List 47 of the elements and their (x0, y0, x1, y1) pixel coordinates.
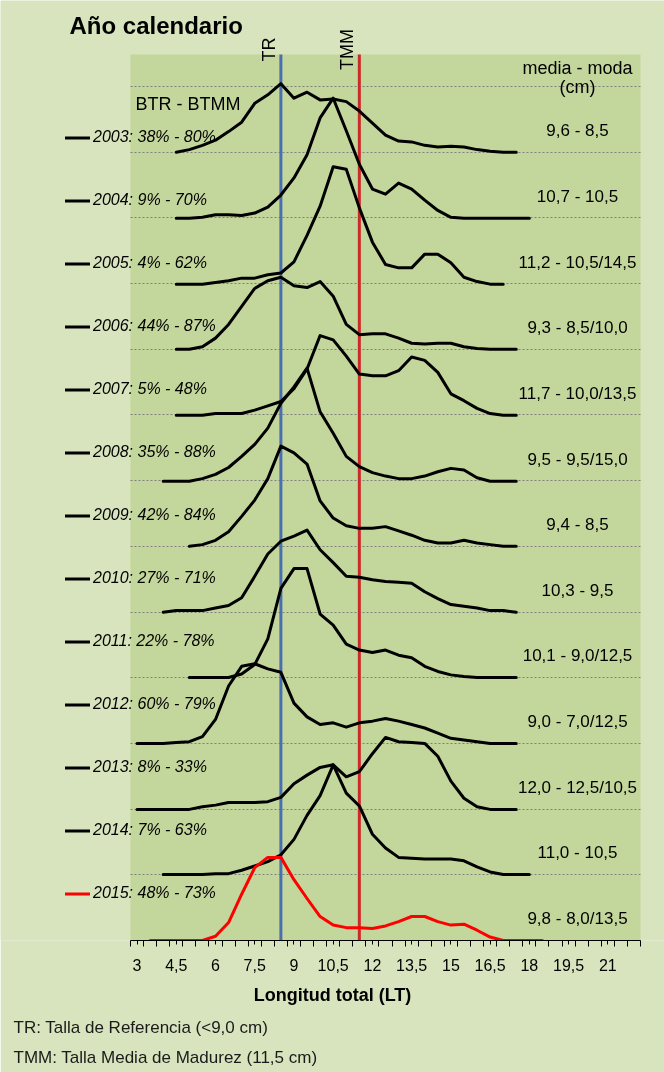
annotation: 9,6 - 8,5 (546, 120, 609, 140)
legend-title: BTR - BTMM (135, 93, 241, 114)
chart-title: Año calendario (69, 12, 243, 39)
x-tick-label: 6 (211, 956, 221, 974)
legend-label: 2015: 48% - 73% (93, 883, 216, 903)
text: TR: Talla de Referencia (<9,0 cm) (13, 1017, 268, 1037)
legend-label: 2008: 35% - 88% (93, 442, 216, 462)
annotation: 9,4 - 8,5 (546, 514, 609, 534)
legend-label: 2009: 42% - 84% (93, 505, 216, 525)
legend-label: 2006: 44% - 87% (93, 316, 216, 336)
legend-label: 2003: 38% - 80% (93, 127, 216, 147)
legend-label: 2012: 60% - 79% (93, 694, 216, 714)
x-tick-label: 18 (520, 956, 539, 974)
legend-label: 2005: 4% - 62% (93, 253, 207, 273)
x-tick-label: 10,5 (317, 956, 349, 974)
legend-label: 2010: 27% - 71% (93, 568, 216, 588)
legend-label: 2007: 5% - 48% (93, 379, 207, 399)
annotation: 10,1 - 9,0/12,5 (522, 645, 633, 665)
annotation: 9,3 - 8,5/10,0 (527, 317, 628, 337)
x-axis-title: Longitud total (LT) (253, 984, 412, 1005)
annotation: 9,8 - 8,0/13,5 (527, 909, 628, 928)
ref-line-label: TMM (337, 29, 358, 70)
x-tick-label: 19,5 (553, 956, 585, 974)
annotation: 10,7 - 10,5 (536, 186, 619, 206)
annotation: 11,7 - 10,0/13,5 (518, 383, 637, 403)
legend-label: 2004: 9% - 70% (93, 190, 207, 210)
annotation: 11,0 - 10,5 (537, 843, 618, 863)
legend-label: 2014: 7% - 63% (93, 820, 207, 840)
x-tick-label: 13,5 (396, 956, 428, 974)
annotation: 11,2 - 10,5/14,5 (518, 252, 637, 272)
text: TMM: Talla Media de Madurez (11,5 cm) (13, 1047, 318, 1067)
x-tick-label: 12 (363, 956, 382, 974)
legend-label: 2013: 8% - 33% (93, 757, 207, 777)
x-tick-label: 4,5 (165, 956, 188, 974)
x-tick-label: 3 (132, 956, 142, 974)
legend-label: 2011: 22% - 78% (93, 631, 215, 651)
annotation: 10,3 - 9,5 (541, 580, 614, 600)
x-tick-label: 15 (441, 956, 460, 974)
x-tick-label: 7,5 (243, 956, 266, 974)
x-tick-label: 9 (289, 956, 299, 974)
annotation: 9,0 - 7,0/12,5 (527, 711, 628, 731)
annotation: 12,0 - 12,5/10,5 (517, 777, 638, 797)
x-tick-label: 16,5 (474, 956, 506, 974)
ref-line-label: TR (258, 37, 279, 62)
x-tick-label: 21 (598, 956, 617, 974)
annotation: 9,5 - 9,5/15,0 (527, 449, 628, 469)
annotation: media - moda (cm) (522, 57, 634, 97)
